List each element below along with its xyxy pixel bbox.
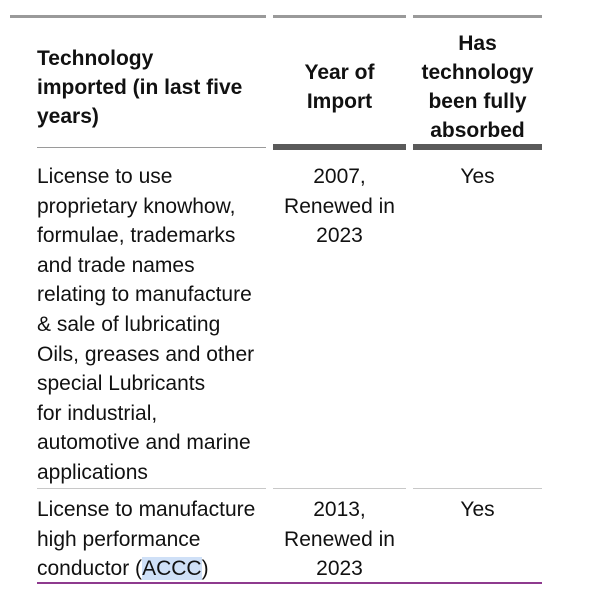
header-technology: Technology imported (in last five years) xyxy=(37,47,243,128)
header-rule-col1 xyxy=(37,147,266,148)
bottom-rule xyxy=(37,582,542,584)
row1-year: 2007, Renewed in 2023 xyxy=(284,165,395,248)
row2-absorbed: Yes xyxy=(460,498,495,521)
header-year-of-import: Year of Import xyxy=(304,61,375,113)
row1-technology: License to use proprietary knowhow, form… xyxy=(37,165,255,484)
top-rule-col1 xyxy=(10,15,266,18)
text-selection-highlight: ACCC xyxy=(142,557,202,581)
top-rule-col2 xyxy=(273,15,406,18)
header-rule-col3 xyxy=(413,144,542,150)
top-rule-col3 xyxy=(413,15,542,18)
row-separator-col3 xyxy=(413,488,542,489)
row1-absorbed: Yes xyxy=(460,165,495,188)
row2-technology: License to manufacture high performance … xyxy=(37,495,272,584)
row2-year: 2013, Renewed in 2023 xyxy=(284,498,395,581)
row-separator-col1 xyxy=(37,488,266,489)
header-fully-absorbed: Has technology been fully absorbed xyxy=(421,32,534,142)
row-separator-col2 xyxy=(273,488,406,489)
row2-technology-line3: conductor (ACCC) xyxy=(37,557,209,581)
header-rule-col2 xyxy=(273,144,406,150)
